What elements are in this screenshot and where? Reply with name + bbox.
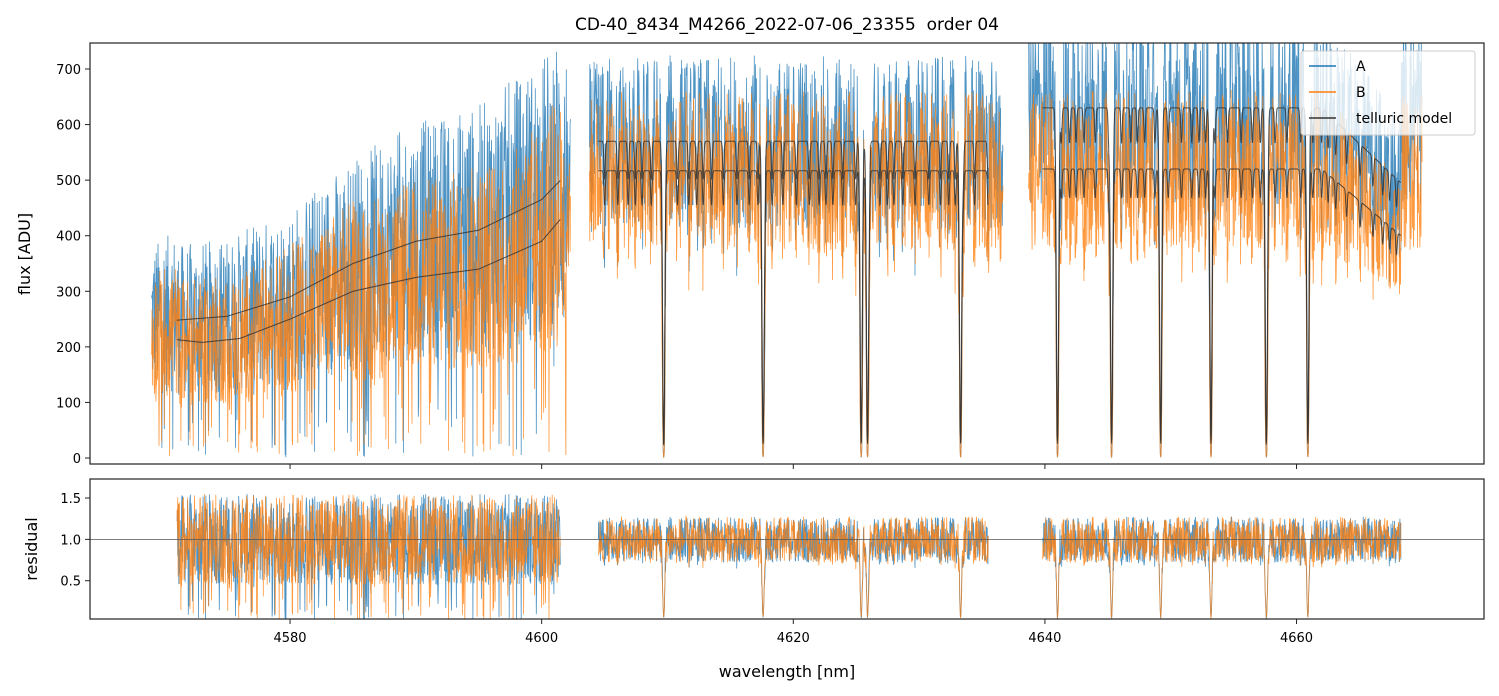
top-axes-frame	[89, 42, 1485, 465]
spectrum-b-segment-0	[151, 105, 571, 457]
residual-y-tick-label: 1.0	[60, 533, 81, 548]
spectrum-b-segment-1	[589, 91, 1004, 459]
chart-title: CD-40_8434_M4266_2022-07-06_23355 order …	[575, 15, 999, 35]
x-tick-label: 4620	[777, 631, 810, 646]
legend-label-telluric: telluric model	[1356, 111, 1452, 127]
y-axis-label-bottom: residual	[22, 517, 41, 580]
residual-y-tick-label: 1.5	[60, 492, 81, 507]
y-axis-label-top: flux [ADU]	[15, 213, 34, 295]
residual-y-tick-label: 0.5	[60, 575, 81, 590]
x-tick-label: 4660	[1280, 631, 1313, 646]
y-tick-label: 100	[56, 396, 81, 411]
legend: A B telluric model	[1300, 50, 1476, 136]
x-tick-label: 4580	[273, 631, 306, 646]
legend-label-b: B	[1356, 85, 1366, 101]
y-tick-label: 0	[73, 452, 81, 467]
y-tick-label: 300	[56, 285, 81, 300]
residual-b-segment-0	[176, 494, 561, 619]
y-tick-label: 700	[56, 63, 81, 78]
spectrum-a-segment-0	[151, 51, 571, 458]
residual-b-segment-1	[597, 515, 989, 619]
x-tick-label: 4640	[1028, 631, 1061, 646]
y-tick-label: 400	[56, 230, 81, 245]
y-tick-label: 500	[56, 174, 81, 189]
x-axis-label: wavelength [nm]	[719, 662, 856, 681]
y-tick-label: 200	[56, 341, 81, 356]
x-tick-label: 4600	[525, 631, 558, 646]
top-plot-area	[151, 43, 1423, 459]
residual-plot-area	[90, 494, 1484, 619]
y-tick-label: 600	[56, 119, 81, 134]
spectrum-b-segment-2	[1028, 89, 1423, 459]
residual-b-segment-2	[1042, 516, 1402, 619]
legend-label-a: A	[1356, 59, 1366, 75]
axes: 0 100 200 300 400 500 600 700 0.5 1.0 1.5 4580 4600 4…	[56, 42, 1485, 646]
bottom-axes-frame	[89, 478, 1485, 620]
telluric-model-b	[176, 168, 1402, 446]
